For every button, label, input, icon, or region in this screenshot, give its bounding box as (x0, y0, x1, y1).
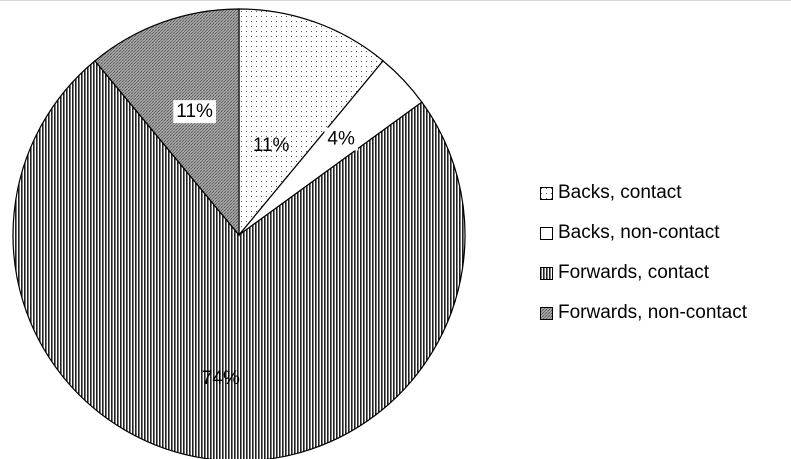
slice-label-bg-forwards-non-contact (173, 100, 217, 124)
legend-label-backs-non-contact: Backs, non-contact (558, 222, 720, 243)
legend-item-backs-non-contact[interactable]: Backs, non-contact (540, 220, 747, 246)
legend-swatch-backs-non-contact (540, 226, 553, 240)
legend: Backs, contact Backs, non-contact Forwar… (540, 180, 747, 326)
legend-label-forwards-contact: Forwards, contact (558, 262, 709, 283)
legend-swatch-backs-contact (540, 186, 553, 200)
legend-item-forwards-contact[interactable]: Forwards, contact (540, 260, 747, 286)
slice-label-forwards-contact: 74% (202, 368, 240, 389)
pie-labels: 11% 4% 74% 11% (173, 100, 358, 389)
pie-slice-forwards-non-contact[interactable] (94, 8, 240, 237)
legend-label-forwards-non-contact: Forwards, non-contact (558, 302, 748, 323)
legend-swatch-forwards-non-contact (540, 306, 553, 320)
legend-label-backs-contact: Backs, contact (558, 182, 682, 203)
slice-label-backs-contact: 11% (253, 135, 290, 156)
pie-slices (12, 8, 466, 459)
pie-slice-backs-contact[interactable] (238, 8, 384, 237)
legend-swatch-forwards-contact (540, 266, 553, 280)
legend-item-backs-contact[interactable]: Backs, contact (540, 180, 747, 206)
slice-label-forwards-non-contact: 11% (176, 101, 213, 122)
slice-label-backs-non-contact: 4% (327, 129, 355, 150)
slice-label-bg-backs-non-contact (324, 127, 358, 151)
legend-item-forwards-non-contact[interactable]: Forwards, non-contact (540, 300, 747, 326)
pie-slice-forwards-contact[interactable] (12, 60, 466, 459)
